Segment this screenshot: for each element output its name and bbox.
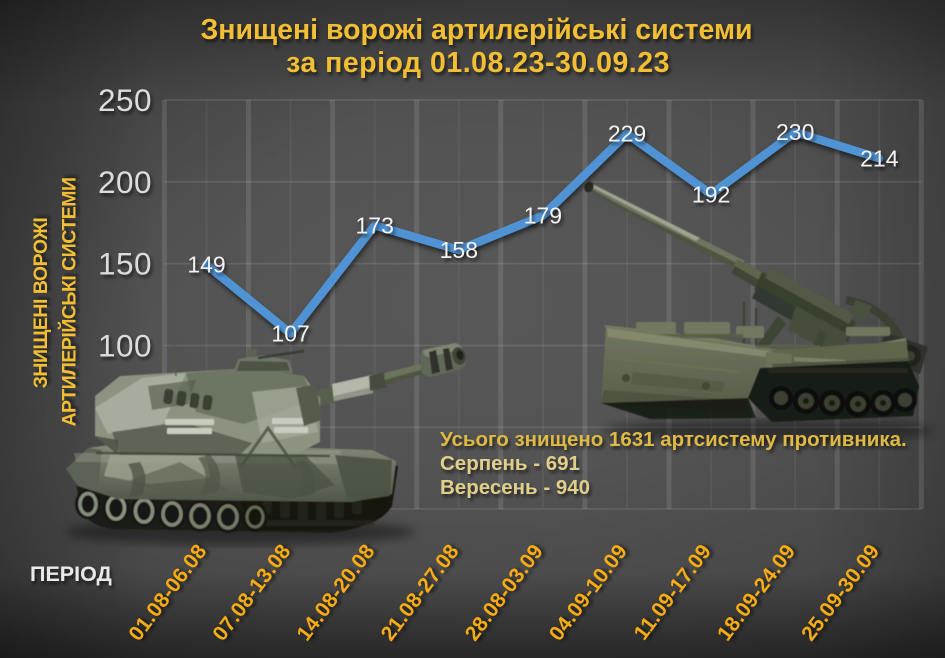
svg-text:192: 192 bbox=[692, 181, 730, 207]
svg-text:Серпень - 691: Серпень - 691 bbox=[440, 452, 580, 475]
svg-text:Знищені ворожі артилерійські с: Знищені ворожі артилерійські системи bbox=[200, 14, 752, 46]
svg-text:07.08-13.08: 07.08-13.08 bbox=[208, 540, 295, 645]
svg-text:149: 149 bbox=[187, 252, 225, 278]
svg-text:14.08-20.08: 14.08-20.08 bbox=[293, 540, 380, 645]
svg-text:179: 179 bbox=[524, 203, 562, 229]
svg-text:АРТИЛЕРІЙСЬКІ СИСТЕМИ: АРТИЛЕРІЙСЬКІ СИСТЕМИ bbox=[57, 177, 81, 426]
svg-text:150: 150 bbox=[98, 246, 152, 282]
svg-text:за період 01.08.23-30.09.23: за період 01.08.23-30.09.23 bbox=[286, 47, 670, 79]
svg-text:18.09-24.09: 18.09-24.09 bbox=[713, 540, 800, 645]
svg-text:21.08-27.08: 21.08-27.08 bbox=[377, 540, 464, 645]
svg-text:229: 229 bbox=[608, 121, 646, 147]
svg-text:107: 107 bbox=[271, 321, 309, 347]
svg-text:04.09-10.09: 04.09-10.09 bbox=[545, 540, 632, 645]
svg-text:230: 230 bbox=[776, 119, 814, 145]
svg-text:200: 200 bbox=[98, 164, 152, 200]
svg-text:100: 100 bbox=[98, 328, 152, 364]
svg-text:250: 250 bbox=[98, 82, 152, 118]
svg-text:ПЕРІОД: ПЕРІОД bbox=[30, 562, 112, 586]
svg-text:Усього знищено 1631 артсистему: Усього знищено 1631 артсистему противник… bbox=[440, 428, 907, 451]
svg-text:158: 158 bbox=[440, 237, 478, 263]
svg-text:Вересень - 940: Вересень - 940 bbox=[440, 476, 590, 499]
svg-text:25.09-30.09: 25.09-30.09 bbox=[797, 540, 884, 645]
svg-text:214: 214 bbox=[860, 145, 899, 171]
svg-text:ЗНИЩЕНІ ВОРОЖІ: ЗНИЩЕНІ ВОРОЖІ bbox=[30, 218, 52, 389]
svg-text:01.08-06.08: 01.08-06.08 bbox=[124, 540, 211, 645]
svg-text:173: 173 bbox=[356, 212, 394, 238]
svg-text:28.08-03.09: 28.08-03.09 bbox=[461, 540, 548, 645]
svg-text:11.09-17.09: 11.09-17.09 bbox=[630, 540, 716, 644]
